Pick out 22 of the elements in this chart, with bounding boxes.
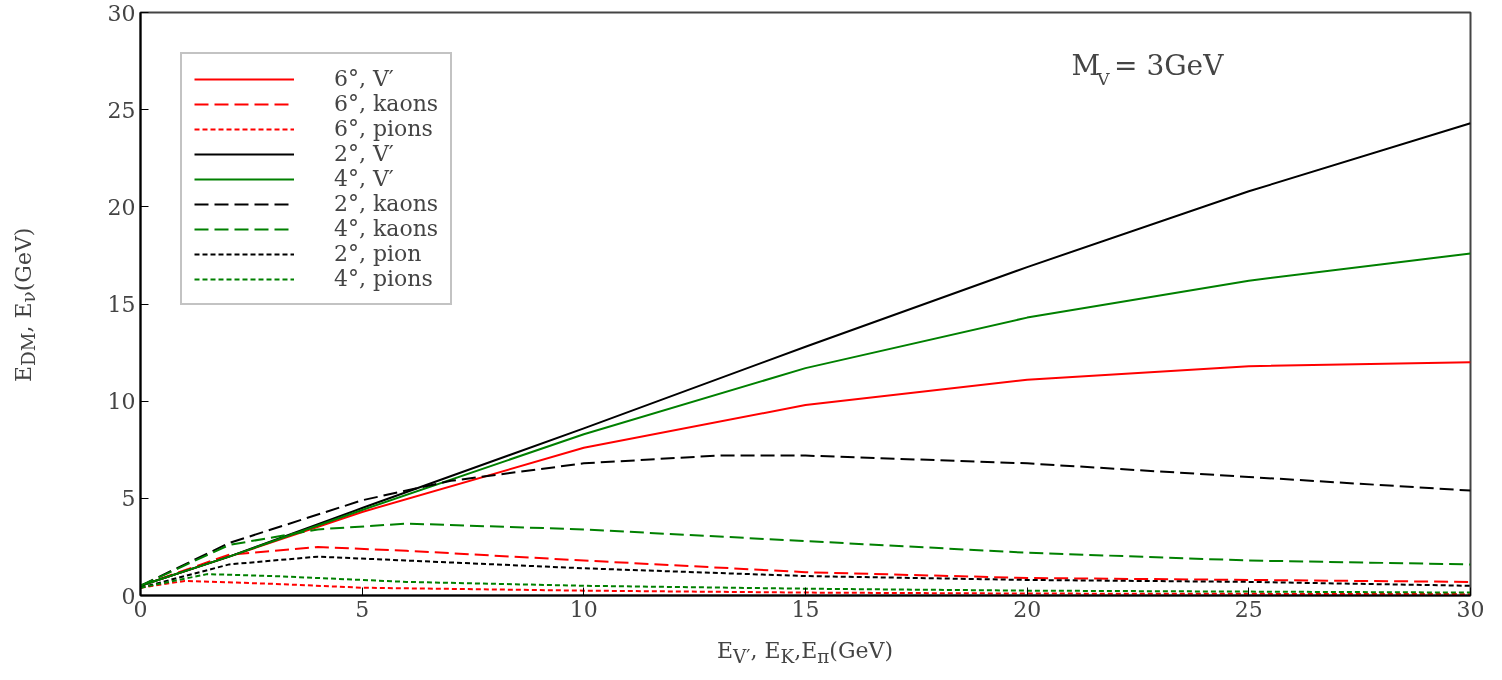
legend-label: 6°, pions xyxy=(334,116,433,141)
y-tick-label: 15 xyxy=(107,292,136,317)
legend-label: 2°, kaons xyxy=(334,191,439,216)
x-tick-label: 25 xyxy=(1234,596,1263,622)
x-axis-title: E$_{V′}$, E$_{K}$,E$_{π}$(GeV) xyxy=(717,637,893,670)
x-tick-label: 15 xyxy=(791,596,820,622)
legend-label: 4°, pions xyxy=(334,266,433,291)
x-tick-label: 5 xyxy=(355,596,370,622)
y-tick-label: 5 xyxy=(121,486,136,512)
y-tick-label: 10 xyxy=(107,389,136,415)
legend-label: 6°, kaons xyxy=(334,91,439,116)
legend-label: 6°, V′ xyxy=(334,66,394,91)
y-tick-label: 25 xyxy=(107,97,136,123)
y-tick-label: 20 xyxy=(107,194,136,220)
legend-label: 2°, V′ xyxy=(334,141,394,166)
x-tick-label: 20 xyxy=(1013,596,1042,622)
x-tick-label: 10 xyxy=(569,596,598,622)
y-tick-label: 30 xyxy=(107,0,136,26)
legend-label: 4°, kaons xyxy=(334,216,439,241)
legend-label: 4°, V′ xyxy=(334,166,394,191)
legend-label: 2°, pion xyxy=(334,241,422,266)
x-tick-label: 30 xyxy=(1456,596,1485,622)
